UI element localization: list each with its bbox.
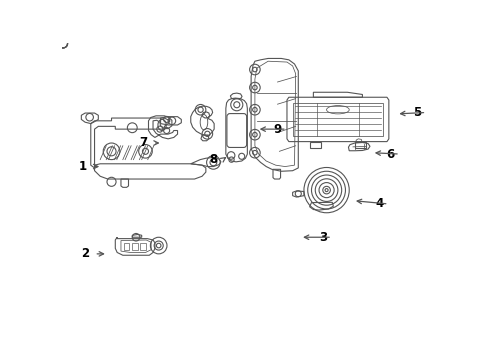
Text: 1: 1 (79, 160, 87, 173)
Text: 6: 6 (387, 148, 395, 161)
Text: 7: 7 (140, 136, 147, 149)
Text: 8: 8 (209, 153, 218, 166)
Text: 2: 2 (81, 247, 89, 260)
Text: 9: 9 (273, 123, 282, 136)
Text: 5: 5 (413, 106, 421, 119)
Text: 4: 4 (375, 198, 384, 211)
Text: 3: 3 (319, 231, 327, 244)
